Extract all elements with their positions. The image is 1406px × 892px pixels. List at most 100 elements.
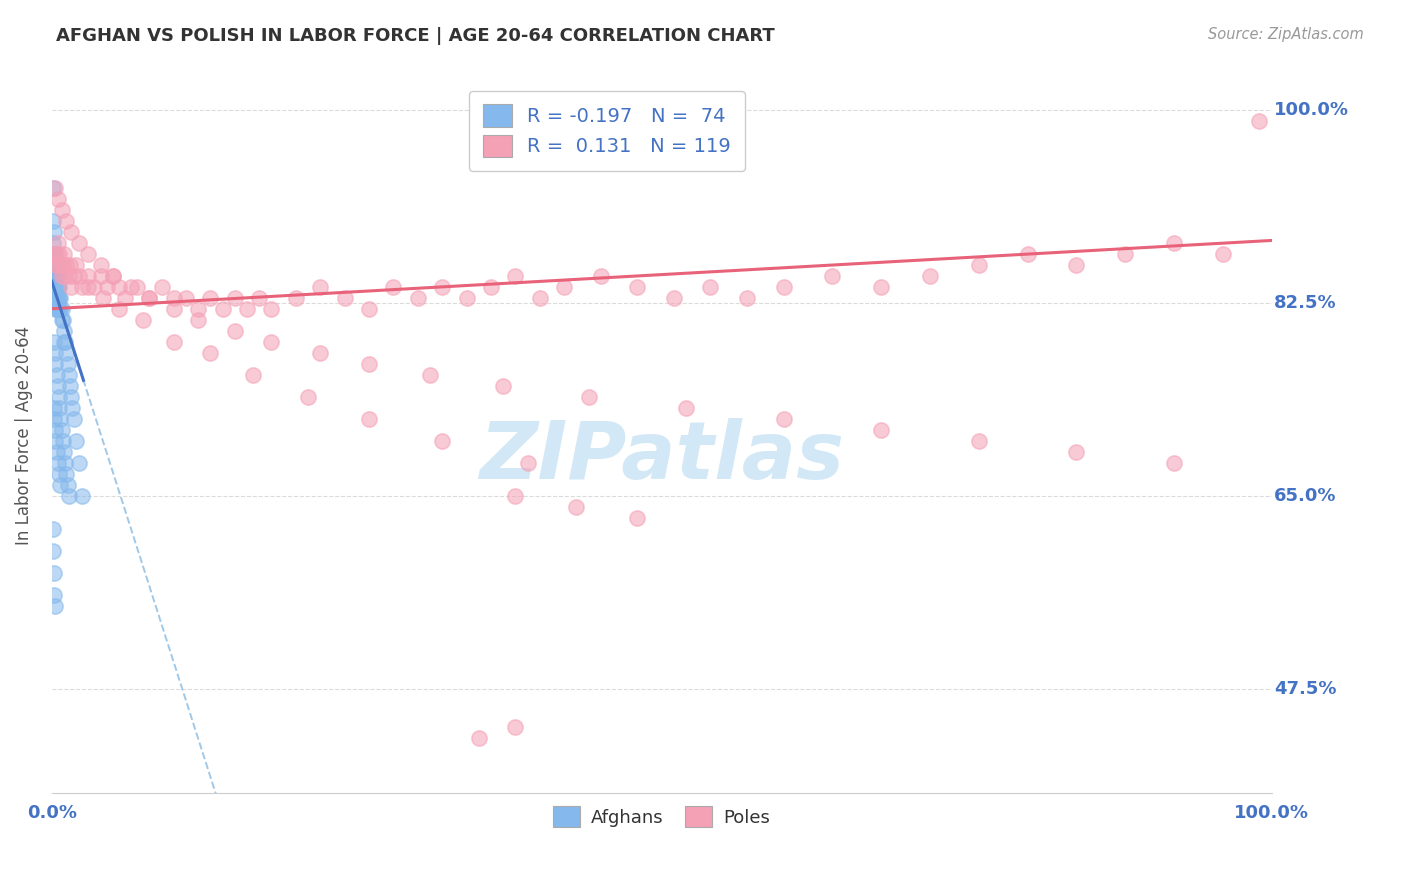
Point	[60, 390, 83, 404]
Point	[101, 268, 124, 283]
Point	[77, 279, 100, 293]
Point	[55, 258, 77, 272]
Point	[59, 258, 82, 272]
Point	[53, 334, 76, 349]
Point	[44, 258, 66, 272]
Point	[44, 346, 66, 360]
Point	[62, 401, 84, 415]
Legend: Afghans, Poles: Afghans, Poles	[546, 799, 778, 834]
Point	[163, 301, 186, 316]
Point	[870, 423, 893, 437]
Point	[52, 445, 75, 459]
Point	[505, 489, 527, 503]
Point	[83, 279, 105, 293]
Y-axis label: In Labor Force | Age 20-64: In Labor Force | Age 20-64	[15, 326, 32, 545]
Point	[55, 467, 77, 481]
Point	[589, 268, 612, 283]
Point	[48, 246, 70, 260]
Point	[553, 279, 575, 293]
Point	[49, 291, 72, 305]
Point	[46, 279, 69, 293]
Point	[662, 291, 685, 305]
Point	[56, 357, 79, 371]
Point	[138, 291, 160, 305]
Point	[62, 412, 84, 426]
Point	[77, 246, 100, 260]
Point	[772, 412, 794, 426]
Point	[51, 202, 73, 217]
Point	[44, 357, 66, 371]
Point	[44, 401, 66, 415]
Point	[492, 379, 515, 393]
Point	[479, 279, 502, 293]
Point	[42, 522, 65, 536]
Point	[357, 412, 380, 426]
Point	[70, 489, 93, 503]
Point	[675, 401, 697, 415]
Point	[967, 434, 990, 448]
Point	[44, 246, 66, 260]
Point	[91, 291, 114, 305]
Text: 100.0%: 100.0%	[1274, 102, 1350, 120]
Text: 47.5%: 47.5%	[1274, 680, 1337, 698]
Point	[49, 301, 72, 316]
Point	[127, 279, 149, 293]
Text: AFGHAN VS POLISH IN LABOR FORCE | AGE 20-64 CORRELATION CHART: AFGHAN VS POLISH IN LABOR FORCE | AGE 20…	[56, 27, 775, 45]
Point	[357, 357, 380, 371]
Point	[108, 279, 131, 293]
Point	[46, 192, 69, 206]
Point	[60, 225, 83, 239]
Point	[44, 225, 66, 239]
Point	[56, 478, 79, 492]
Point	[45, 368, 67, 382]
Point	[46, 456, 69, 470]
Point	[44, 566, 66, 580]
Point	[333, 291, 356, 305]
Point	[357, 301, 380, 316]
Point	[44, 599, 66, 613]
Point	[309, 279, 332, 293]
Point	[67, 456, 90, 470]
Point	[456, 291, 478, 305]
Point	[626, 511, 648, 525]
Point	[44, 423, 66, 437]
Point	[138, 291, 160, 305]
Point	[1163, 235, 1185, 250]
Point	[529, 291, 551, 305]
Point	[44, 258, 66, 272]
Point	[163, 291, 186, 305]
Point	[242, 368, 264, 382]
Point	[49, 412, 72, 426]
Point	[45, 445, 67, 459]
Point	[406, 291, 429, 305]
Point	[44, 334, 66, 349]
Point	[163, 334, 186, 349]
Point	[46, 379, 69, 393]
Point	[45, 301, 67, 316]
Point	[48, 279, 70, 293]
Point	[67, 268, 90, 283]
Point	[309, 346, 332, 360]
Point	[42, 544, 65, 558]
Point	[1212, 246, 1234, 260]
Point	[187, 312, 209, 326]
Point	[65, 434, 87, 448]
Point	[45, 246, 67, 260]
Point	[42, 213, 65, 227]
Point	[52, 312, 75, 326]
Point	[49, 258, 72, 272]
Point	[1249, 114, 1271, 128]
Point	[58, 368, 80, 382]
Point	[60, 279, 83, 293]
Point	[821, 268, 844, 283]
Point	[44, 268, 66, 283]
Point	[565, 500, 588, 514]
Point	[46, 235, 69, 250]
Point	[505, 268, 527, 283]
Point	[42, 180, 65, 194]
Point	[120, 279, 142, 293]
Point	[1163, 456, 1185, 470]
Point	[211, 301, 233, 316]
Point	[45, 291, 67, 305]
Point	[52, 258, 75, 272]
